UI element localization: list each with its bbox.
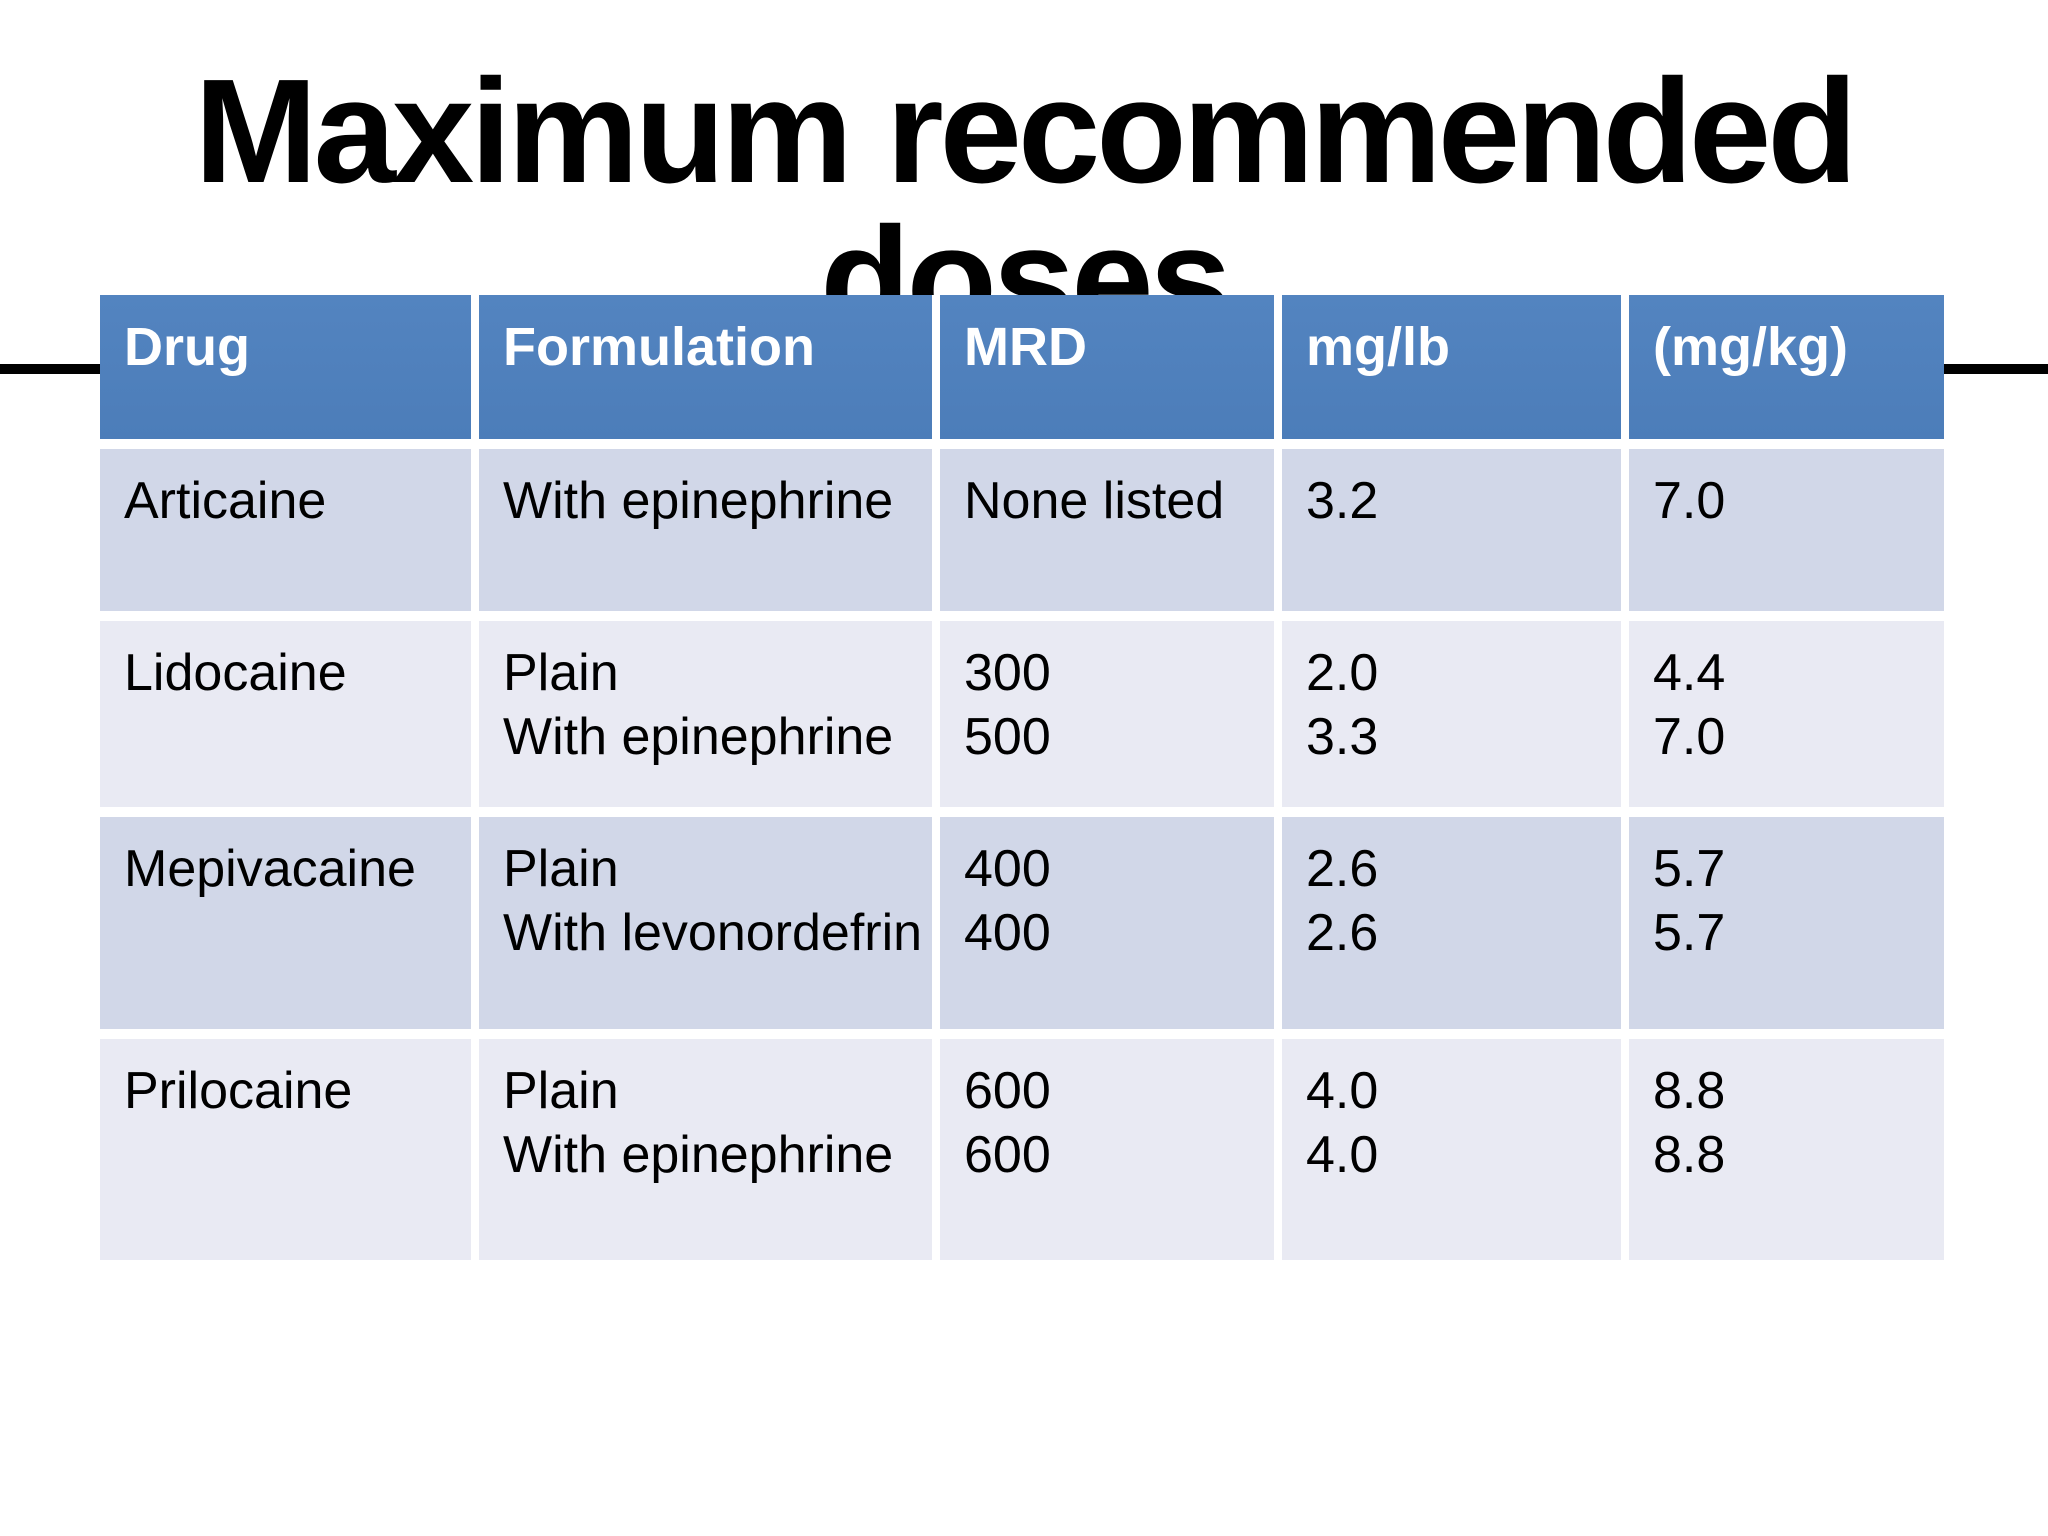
mg-kg-value: 8.8	[1653, 1126, 1726, 1184]
formulation-value: With epinephrine	[503, 472, 894, 530]
cell-mg-kg: 5.7 5.7	[1629, 817, 1944, 1029]
header-label: mg/lb	[1306, 317, 1450, 377]
mg-lb-value: 2.6	[1306, 840, 1379, 898]
mg-kg-value: 4.4	[1653, 644, 1726, 702]
column-header-drug: Drug	[100, 295, 471, 439]
cell-mg-lb: 2.0 3.3	[1282, 621, 1621, 807]
mrd-value: 400	[964, 840, 1051, 898]
column-header-mrd: MRD	[940, 295, 1274, 439]
mrd-value: 300	[964, 644, 1051, 702]
formulation-value: Plain	[503, 1062, 619, 1120]
mrd-value: 400	[964, 904, 1051, 962]
header-label: (mg/kg)	[1653, 317, 1848, 377]
max-doses-table: Drug Formulation MRD mg/lb (mg/kg) Artic…	[100, 295, 1944, 1260]
cell-formulation: With epinephrine	[479, 449, 932, 611]
cell-mg-lb: 4.0 4.0	[1282, 1039, 1621, 1260]
formulation-value: Plain	[503, 840, 619, 898]
formulation-value: With epinephrine	[503, 708, 894, 766]
cell-formulation: Plain With epinephrine	[479, 621, 932, 807]
drug-name: Mepivacaine	[124, 840, 416, 898]
header-label: MRD	[964, 317, 1087, 377]
formulation-value: With levonordefrin	[503, 904, 923, 962]
mg-lb-value: 3.2	[1306, 472, 1379, 530]
cell-drug: Articaine	[100, 449, 471, 611]
mg-lb-value: 4.0	[1306, 1126, 1379, 1184]
column-header-formulation: Formulation	[479, 295, 932, 439]
cell-drug: Lidocaine	[100, 621, 471, 807]
cell-mg-kg: 4.4 7.0	[1629, 621, 1944, 807]
drug-name: Articaine	[124, 472, 327, 530]
mg-kg-value: 7.0	[1653, 708, 1726, 766]
mg-lb-value: 3.3	[1306, 708, 1379, 766]
mg-lb-value: 4.0	[1306, 1062, 1379, 1120]
header-label: Formulation	[503, 317, 815, 377]
mg-kg-value: 7.0	[1653, 472, 1726, 530]
drug-name: Prilocaine	[124, 1062, 353, 1120]
cell-mrd: 400 400	[940, 817, 1274, 1029]
mrd-value: 500	[964, 708, 1051, 766]
mg-kg-value: 5.7	[1653, 840, 1726, 898]
mrd-value: 600	[964, 1062, 1051, 1120]
column-header-mg-lb: mg/lb	[1282, 295, 1621, 439]
mg-kg-value: 5.7	[1653, 904, 1726, 962]
mg-lb-value: 2.6	[1306, 904, 1379, 962]
cell-formulation: Plain With levonordefrin	[479, 817, 932, 1029]
cell-mg-kg: 8.8 8.8	[1629, 1039, 1944, 1260]
drug-name: Lidocaine	[124, 644, 347, 702]
cell-mrd: None listed	[940, 449, 1274, 611]
column-header-mg-kg: (mg/kg)	[1629, 295, 1944, 439]
mg-lb-value: 2.0	[1306, 644, 1379, 702]
cell-mg-lb: 3.2	[1282, 449, 1621, 611]
cell-mg-lb: 2.6 2.6	[1282, 817, 1621, 1029]
header-label: Drug	[124, 317, 250, 377]
cell-mg-kg: 7.0	[1629, 449, 1944, 611]
formulation-value: Plain	[503, 644, 619, 702]
mrd-value: 600	[964, 1126, 1051, 1184]
cell-drug: Prilocaine	[100, 1039, 471, 1260]
mg-kg-value: 8.8	[1653, 1062, 1726, 1120]
cell-mrd: 600 600	[940, 1039, 1274, 1260]
mrd-value: None listed	[964, 472, 1225, 530]
cell-drug: Mepivacaine	[100, 817, 471, 1029]
formulation-value: With epinephrine	[503, 1126, 894, 1184]
cell-mrd: 300 500	[940, 621, 1274, 807]
cell-formulation: Plain With epinephrine	[479, 1039, 932, 1260]
